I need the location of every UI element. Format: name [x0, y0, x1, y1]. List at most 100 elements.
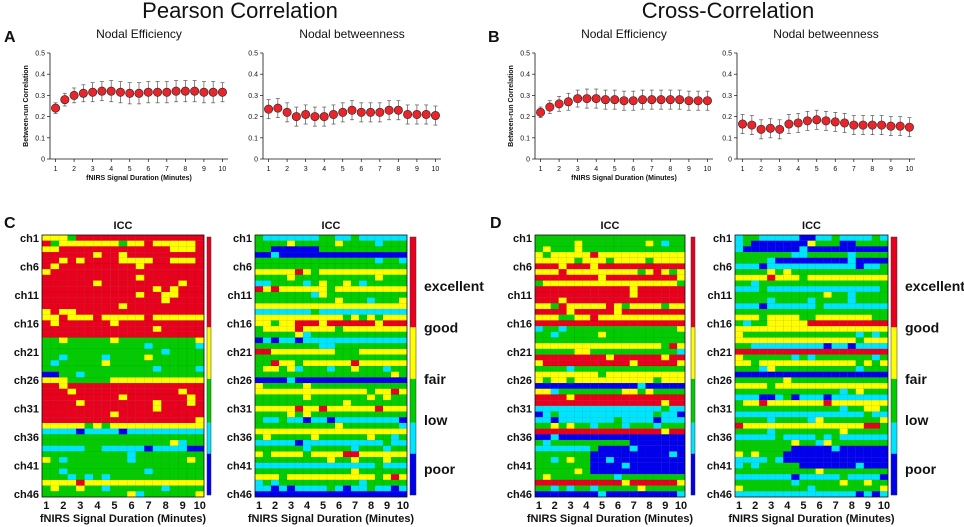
- heatmap-cell: [254, 308, 264, 315]
- y-tick-label: 0: [526, 157, 530, 164]
- heatmap-y-label: ch46: [227, 489, 252, 501]
- heatmap-cell: [169, 297, 179, 304]
- data-point: [638, 95, 648, 105]
- heatmap-cell: [605, 360, 615, 367]
- heatmap-x-label: 10: [194, 500, 206, 512]
- heatmap-cell: [839, 240, 848, 247]
- heatmap-frame: [254, 234, 408, 498]
- heatmap-cell: [839, 348, 848, 355]
- heatmap-cell: [637, 360, 646, 367]
- heatmap-cell: [791, 354, 800, 361]
- heatmap-cell: [366, 314, 376, 321]
- heatmap-cell: [831, 286, 840, 293]
- heatmap-cell: [605, 400, 615, 407]
- heatmap-cell: [169, 251, 179, 258]
- heatmap-y-label: ch16: [227, 318, 252, 330]
- heatmap-cell: [366, 468, 376, 475]
- heatmap-x-label: 2: [752, 500, 758, 512]
- heatmap-cell: [286, 456, 296, 464]
- heatmap-title: ICC: [802, 220, 821, 232]
- heatmap-cell: [294, 263, 304, 270]
- heatmap-cell: [590, 468, 599, 475]
- heatmap-cell: [398, 308, 408, 315]
- heatmap-cell: [863, 286, 873, 293]
- heatmap-cell: [101, 451, 111, 458]
- heatmap-cell: [144, 240, 154, 247]
- heatmap-cell: [534, 365, 544, 372]
- heatmap-cell: [326, 365, 336, 372]
- heatmap-cell: [558, 479, 567, 486]
- heatmap-cell: [582, 257, 591, 264]
- heatmap-cell: [590, 434, 599, 441]
- heatmap-cell: [302, 479, 312, 486]
- heatmap-cell: [50, 491, 60, 498]
- heatmap-cell: [558, 405, 567, 412]
- heatmap-cell: [590, 491, 599, 498]
- data-point: [738, 119, 748, 129]
- heatmap-cell: [178, 451, 188, 458]
- heatmap-cell: [398, 240, 408, 247]
- heatmap-cell: [270, 388, 280, 395]
- heatmap-cell: [326, 462, 336, 469]
- heatmap-cell: [645, 303, 654, 310]
- heatmap-cell: [58, 485, 68, 492]
- heatmap-cell: [318, 371, 328, 378]
- heatmap-cell: [75, 417, 85, 424]
- heatmap-cell: [398, 365, 408, 372]
- heatmap-cell: [734, 371, 744, 378]
- heatmap-cell: [152, 445, 162, 452]
- heatmap-cell: [374, 434, 384, 441]
- heatmap-cell: [661, 257, 670, 264]
- heatmap-cell: [815, 405, 824, 412]
- heatmap-cell: [326, 280, 336, 287]
- heatmap-cell: [582, 274, 591, 281]
- heatmap-cell: [161, 491, 171, 498]
- heatmap-cell: [41, 257, 51, 264]
- heatmap-cell: [613, 456, 623, 464]
- heatmap-cell: [294, 394, 304, 401]
- heatmap-x-label: 5: [800, 500, 806, 512]
- heatmap-cell: [734, 308, 744, 315]
- heatmap-cell: [84, 491, 94, 498]
- heatmap-cell: [144, 354, 154, 361]
- heatmap-cell: [629, 445, 638, 452]
- heatmap-cell: [582, 405, 591, 412]
- data-point: [675, 95, 685, 105]
- heatmap-cell: [590, 343, 599, 350]
- heatmap-cell: [67, 451, 77, 458]
- heatmap-cell: [582, 246, 591, 253]
- heatmap-cell: [621, 303, 630, 310]
- heatmap-cell: [839, 365, 848, 372]
- colorbar-band-excellent: [891, 237, 897, 328]
- heatmap-cell: [58, 445, 68, 452]
- heatmap-cell: [863, 485, 873, 492]
- heatmap-cell: [358, 365, 368, 372]
- heatmap-cell: [161, 348, 171, 355]
- heatmap-cell: [254, 434, 264, 441]
- heatmap-cell: [326, 246, 336, 253]
- heatmap-y-label: ch41: [14, 461, 39, 473]
- heatmap-cell: [358, 286, 368, 293]
- heatmap-cell: [41, 479, 51, 486]
- heatmap-cell: [382, 269, 392, 276]
- heatmap-cell: [669, 348, 678, 355]
- heatmap-cell: [621, 417, 630, 424]
- heatmap-cell: [661, 382, 670, 389]
- heatmap-cell: [653, 354, 662, 361]
- heatmap-cell: [169, 468, 179, 475]
- heatmap-cell: [144, 417, 154, 424]
- heatmap-cell: [879, 280, 889, 287]
- heatmap-cell: [823, 479, 832, 486]
- heatmap-cell: [270, 422, 280, 429]
- heatmap-cell: [294, 377, 304, 384]
- heatmap-cell: [161, 451, 171, 458]
- heatmap-cell: [302, 451, 312, 458]
- y-axis-label: Between-run Correlation: [23, 65, 30, 147]
- heatmap-cell: [661, 417, 670, 424]
- heatmap-cell: [262, 382, 272, 389]
- heatmap-cell: [286, 251, 296, 258]
- heatmap-cell: [791, 394, 800, 401]
- heatmap-cell: [110, 491, 119, 498]
- heatmap-cell: [398, 462, 408, 469]
- heatmap-cell: [127, 246, 136, 253]
